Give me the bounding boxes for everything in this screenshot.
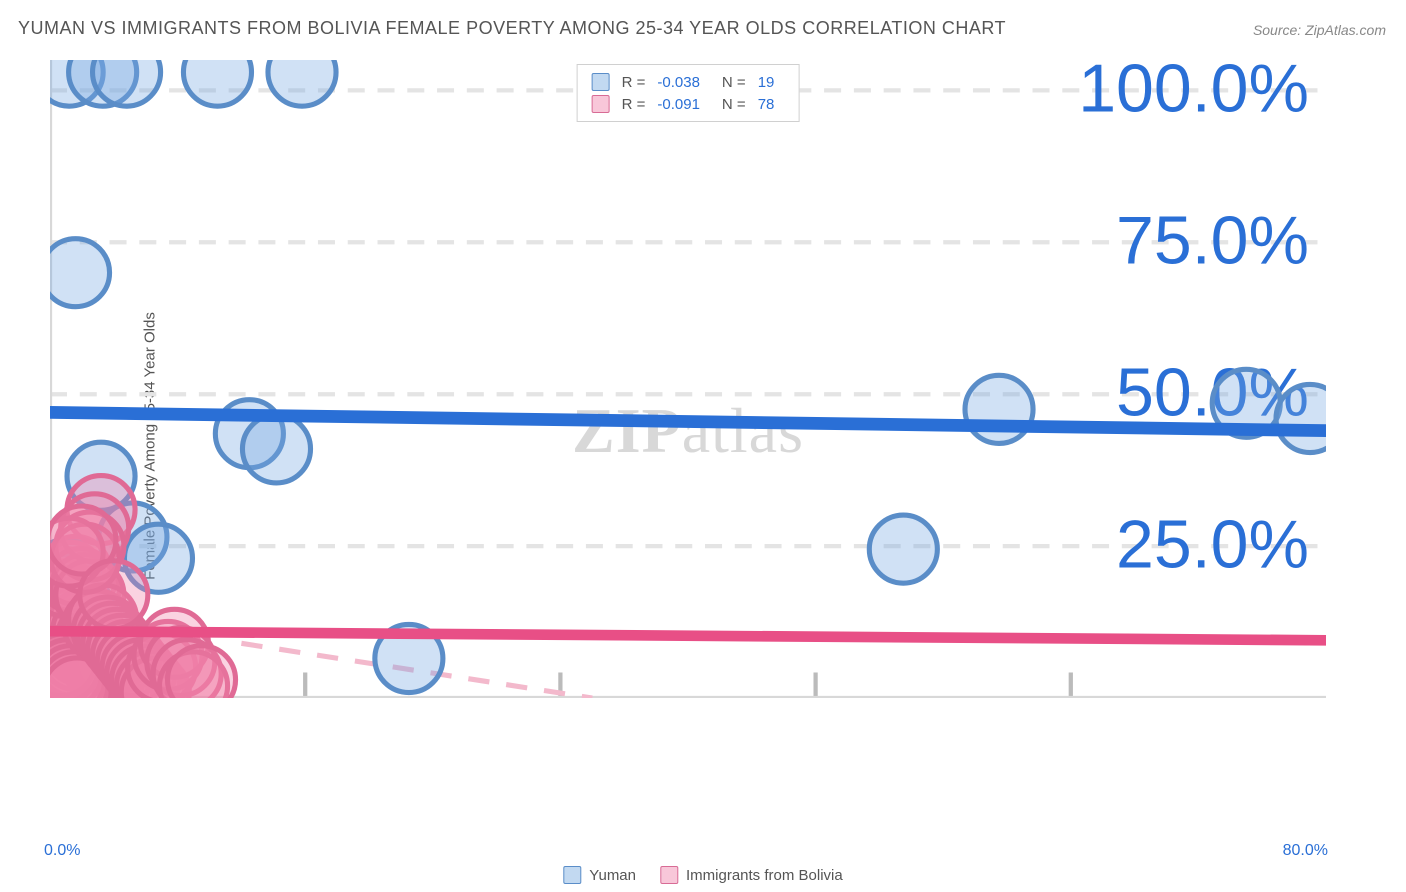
scatter-plot: 25.0%50.0%75.0%100.0% — [50, 60, 1326, 698]
legend-label-bolivia: Immigrants from Bolivia — [686, 867, 843, 884]
swatch-pink-icon — [592, 95, 610, 113]
swatch-pink-icon — [660, 866, 678, 884]
svg-text:75.0%: 75.0% — [1116, 203, 1309, 279]
n-label: N = — [722, 74, 746, 91]
swatch-blue-icon — [563, 866, 581, 884]
n-value-yuman: 19 — [758, 74, 775, 91]
source-attribution: Source: ZipAtlas.com — [1253, 22, 1386, 38]
chart-title: YUMAN VS IMMIGRANTS FROM BOLIVIA FEMALE … — [18, 18, 1006, 39]
legend-item-yuman: Yuman — [563, 866, 636, 884]
swatch-blue-icon — [592, 73, 610, 91]
legend-item-bolivia: Immigrants from Bolivia — [660, 866, 843, 884]
svg-text:25.0%: 25.0% — [1116, 506, 1309, 582]
legend-row-bolivia: R = -0.091 N = 78 — [592, 93, 785, 115]
series-legend: Yuman Immigrants from Bolivia — [563, 866, 842, 884]
r-label: R = — [622, 74, 646, 91]
n-value-bolivia: 78 — [758, 96, 775, 113]
n-label: N = — [722, 96, 746, 113]
r-value-yuman: -0.038 — [657, 74, 700, 91]
chart-area: Female Poverty Among 25-34 Year Olds ZIP… — [50, 60, 1326, 832]
svg-text:100.0%: 100.0% — [1078, 60, 1309, 127]
correlation-legend: R = -0.038 N = 19 R = -0.091 N = 78 — [577, 64, 800, 122]
legend-row-yuman: R = -0.038 N = 19 — [592, 71, 785, 93]
x-tick-min: 0.0% — [44, 842, 80, 860]
x-tick-max: 80.0% — [1283, 842, 1328, 860]
r-label: R = — [622, 96, 646, 113]
legend-label-yuman: Yuman — [589, 867, 636, 884]
r-value-bolivia: -0.091 — [657, 96, 700, 113]
